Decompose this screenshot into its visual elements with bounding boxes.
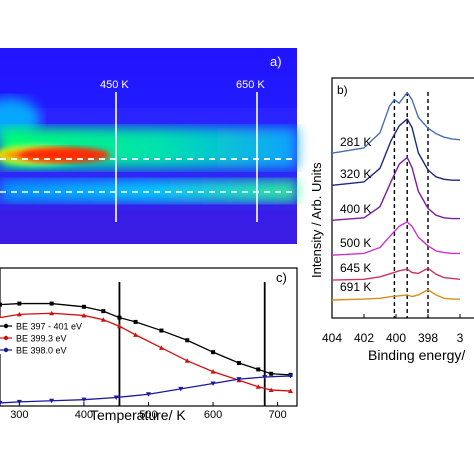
panel-c-point (146, 392, 151, 397)
panel-c-legend-label: BE 399.3 eV (16, 334, 67, 344)
panel-b-spectrum-label: 691 K (340, 280, 371, 294)
heatmap-peak (20, 147, 110, 163)
panel-b-series: 281 K 320 K 400 K 500 K 645 K 691 K (331, 91, 461, 301)
panel-c-point (236, 377, 242, 382)
panel-c-point (81, 397, 87, 403)
panel-c-xtick-label: 500 (139, 409, 157, 421)
marker-label-450: 450 K (100, 79, 129, 91)
panel-b-xtick-label: 398 (418, 331, 438, 345)
marker-label-650: 650 K (236, 79, 265, 91)
panel-c-point (117, 315, 122, 320)
panel-b-dashed-lines (393, 92, 429, 318)
panel-c-point (210, 369, 216, 374)
panel-label-b: b) (337, 83, 348, 97)
panel-c-xtick-label: 600 (204, 409, 222, 421)
panel-b-xtick-label: 402 (354, 331, 374, 345)
panel-b-xtick-label: 404 (322, 331, 342, 345)
panel-c-point (178, 386, 184, 392)
panel-c-point (133, 332, 139, 337)
panel-c-series (0, 282, 294, 406)
panel-c-point (49, 398, 55, 404)
panel-c-legend-box (0, 318, 82, 354)
panel-c-point (101, 309, 106, 314)
panel-c-point (113, 395, 119, 401)
panel-c-point (185, 338, 190, 343)
panel-c-plot: 300 400 500 600 700 c) Temperature/ K BE 397… (0, 267, 298, 423)
panel-b-spectrum (331, 289, 460, 301)
panel-b-spectrum (331, 118, 460, 186)
panel-c-point (133, 319, 138, 324)
panel-c-point (49, 301, 54, 306)
panel-c-xlabel: Temperature/ K (90, 407, 186, 423)
panel-label-a: a) (270, 54, 282, 69)
panel-b-spectrum-label: 645 K (340, 261, 371, 275)
panel-b-spectrum-label: 320 K (340, 167, 371, 181)
panel-b-spectrum-label: 400 K (340, 202, 371, 216)
panel-c-point (256, 367, 261, 372)
panel-b-spectrum (331, 91, 461, 154)
panel-c-xticks: 300 400 500 600 700 (10, 402, 287, 421)
panel-c-point (17, 301, 22, 306)
panel-c-series-line (0, 302, 291, 376)
panel-c-point (269, 371, 274, 376)
panel-c-xtick-label: 700 (268, 409, 286, 421)
panel-c-series-line (0, 312, 291, 392)
panel-b-xlabel: Binding energy/ (368, 347, 465, 363)
panel-c-point (288, 388, 294, 394)
panel-b-spectrum-label: 500 K (340, 236, 371, 250)
panel-c-point (159, 328, 164, 333)
panel-c-point (49, 310, 55, 316)
panel-c-point (81, 304, 86, 309)
panel-c-legend-label: BE 398.0 eV (16, 346, 67, 356)
panel-c-point (0, 302, 2, 307)
panel-b-spectrum-label: 281 K (340, 135, 371, 149)
panel-c-point (81, 312, 87, 318)
panel-c-point (255, 384, 261, 389)
panel-b-spectrum (331, 267, 461, 281)
panel-c-point (236, 360, 241, 365)
panel-b-plot: b) Intensity / Arb. Units 281 K 320 K 400 … (309, 77, 474, 363)
panel-label-c: c) (276, 270, 287, 285)
panel-c-point (268, 387, 274, 392)
panel-c-point (16, 311, 22, 317)
panel-c-point (184, 358, 190, 363)
heatmap-band-low (0, 180, 297, 202)
panel-c-point (158, 345, 164, 350)
panel-c-point (100, 317, 106, 322)
panel-c-point (288, 373, 294, 379)
panel-b-xtick-label: 400 (386, 331, 406, 345)
panel-c-point (210, 381, 216, 386)
panel-b-spectrum (331, 221, 460, 256)
panel-c-point (116, 323, 122, 329)
panel-c-point (211, 350, 216, 355)
panel-c-point (262, 375, 268, 380)
panel-c-xtick-label: 400 (75, 409, 93, 421)
panel-b-xtick-label: 3 (457, 331, 464, 345)
panel-b-ylabel: Intensity / Arb. Units (309, 162, 324, 278)
panel-c-point (0, 400, 3, 406)
panel-b-spectrum (331, 156, 460, 221)
panel-c-legend-label: BE 397 - 401 eV (16, 322, 82, 332)
panel-c-legend: BE 397 - 401 eV BE 399.3 eV BE 398.0 eV (0, 318, 82, 356)
panel-a-heatmap: 450 K 650 K a) (0, 48, 297, 244)
panel-b-xticks: 404 402 400 398 3 (322, 314, 464, 345)
panel-c-xtick-label: 300 (10, 409, 28, 421)
